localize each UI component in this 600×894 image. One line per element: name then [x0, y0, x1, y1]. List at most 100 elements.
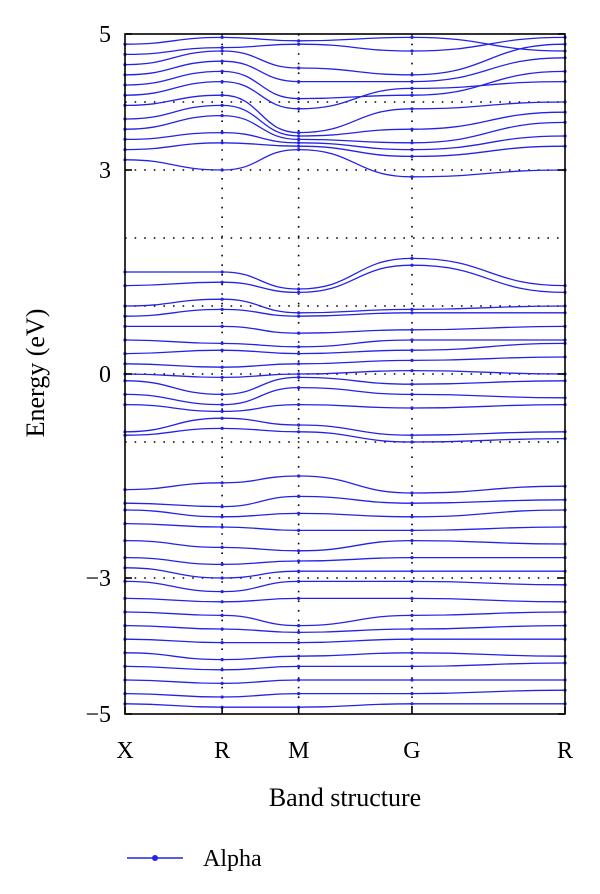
band-point-17-2: [297, 345, 301, 349]
band-point-18-3: [410, 348, 414, 352]
band-point-30-3: [410, 539, 414, 543]
band-line-38: [124, 652, 566, 661]
band-point-22-3: [410, 392, 414, 396]
band-line-35: [124, 611, 566, 627]
band-point-6-1: [220, 93, 224, 97]
band-point-18-2: [297, 352, 301, 356]
band-point-40-3: [410, 678, 414, 682]
band-point-40-2: [297, 678, 301, 682]
band-line-5: [124, 80, 566, 110]
band-point-24-2: [297, 423, 301, 427]
y-tick-label-0: 5: [99, 22, 111, 48]
band-line-36: [124, 624, 566, 634]
band-point-9-1: [220, 131, 224, 135]
bands-layer: [123, 35, 567, 709]
y-tick-label-4: −5: [85, 702, 111, 728]
band-point-3-1: [220, 59, 224, 63]
band-point-15-1: [220, 307, 224, 311]
band-point-2-3: [410, 73, 414, 77]
band-point-18-1: [220, 348, 224, 352]
band-line-30: [124, 539, 566, 552]
band-point-22-2: [297, 386, 301, 390]
band-point-1-2: [297, 42, 301, 46]
band-point-2-1: [220, 49, 224, 53]
y-axis-label: Energy (eV): [21, 309, 50, 438]
x-tick-label-4: R: [557, 738, 573, 764]
band-line-16: [125, 325, 566, 334]
band-point-14-3: [410, 307, 414, 311]
band-line-41: [124, 689, 566, 698]
y-ticks: 5 3 0 −3 −5: [85, 22, 565, 728]
y-tick-label-3: −3: [85, 566, 111, 592]
x-tick-label-0: X: [116, 738, 133, 764]
band-point-33-2: [297, 579, 301, 584]
band-point-28-1: [220, 515, 224, 519]
band-point-16-2: [297, 331, 301, 335]
band-point-15-2: [297, 314, 301, 318]
band-point-42-3: [410, 702, 414, 706]
band-point-30-2: [297, 549, 301, 553]
band-line-25: [124, 427, 566, 443]
x-tick-label-2: M: [288, 738, 309, 764]
band-point-21-3: [410, 382, 414, 386]
band-point-35-1: [220, 613, 224, 618]
band-point-8-1: [220, 114, 224, 118]
band-point-29-3: [410, 528, 414, 533]
band-point-12-3: [410, 256, 414, 260]
band-line-17: [124, 339, 565, 348]
band-point-7-3: [410, 127, 414, 131]
plot-frame: [124, 33, 566, 715]
band-point-25-3: [410, 440, 414, 444]
band-point-32-3: [410, 569, 414, 573]
band-point-30-1: [220, 545, 224, 550]
band-point-11-2: [297, 148, 301, 152]
band-point-36-1: [220, 627, 224, 631]
band-point-29-2: [297, 528, 301, 533]
band-point-15-3: [410, 311, 414, 315]
band-point-26-1: [220, 481, 224, 485]
band-point-20-1: [220, 375, 224, 379]
band-point-9-3: [410, 148, 414, 152]
band-point-26-3: [410, 491, 414, 495]
band-line-6: [124, 94, 566, 134]
band-line-20: [124, 369, 566, 379]
band-line-2: [124, 43, 566, 76]
band-point-12-1: [220, 270, 224, 274]
x-axis-label: Band structure: [269, 783, 421, 812]
band-point-32-1: [220, 576, 224, 580]
band-point-10-2: [297, 144, 301, 148]
band-point-7-1: [220, 103, 224, 107]
band-line-21: [124, 376, 566, 396]
band-line-7: [124, 104, 566, 137]
band-point-38-3: [410, 651, 414, 655]
band-point-27-3: [410, 501, 414, 505]
band-line-10: [124, 142, 566, 158]
band-point-37-3: [410, 637, 414, 641]
band-point-25-1: [220, 426, 224, 430]
band-point-41-1: [220, 695, 224, 699]
band-line-37: [124, 638, 565, 644]
band-line-39: [124, 662, 566, 671]
band-line-14: [124, 298, 566, 314]
band-point-38-1: [220, 658, 224, 662]
band-point-27-1: [220, 505, 224, 509]
legend-label: Alpha: [203, 846, 262, 872]
band-point-6-2: [297, 131, 301, 135]
band-point-41-3: [410, 692, 414, 696]
band-point-29-1: [220, 525, 224, 529]
band-point-4-2: [297, 97, 301, 101]
band-point-31-2: [297, 559, 301, 563]
band-line-33: [124, 580, 566, 593]
band-point-3-2: [297, 80, 301, 84]
band-point-28-3: [410, 515, 414, 519]
band-point-36-2: [297, 630, 301, 635]
band-line-26: [124, 475, 566, 494]
band-point-39-2: [297, 664, 301, 669]
band-point-17-1: [220, 341, 224, 345]
y-tick-label-2: 0: [99, 362, 111, 388]
band-line-27: [124, 495, 566, 508]
x-tick-label-3: G: [403, 738, 420, 764]
band-line-0: [124, 36, 566, 52]
